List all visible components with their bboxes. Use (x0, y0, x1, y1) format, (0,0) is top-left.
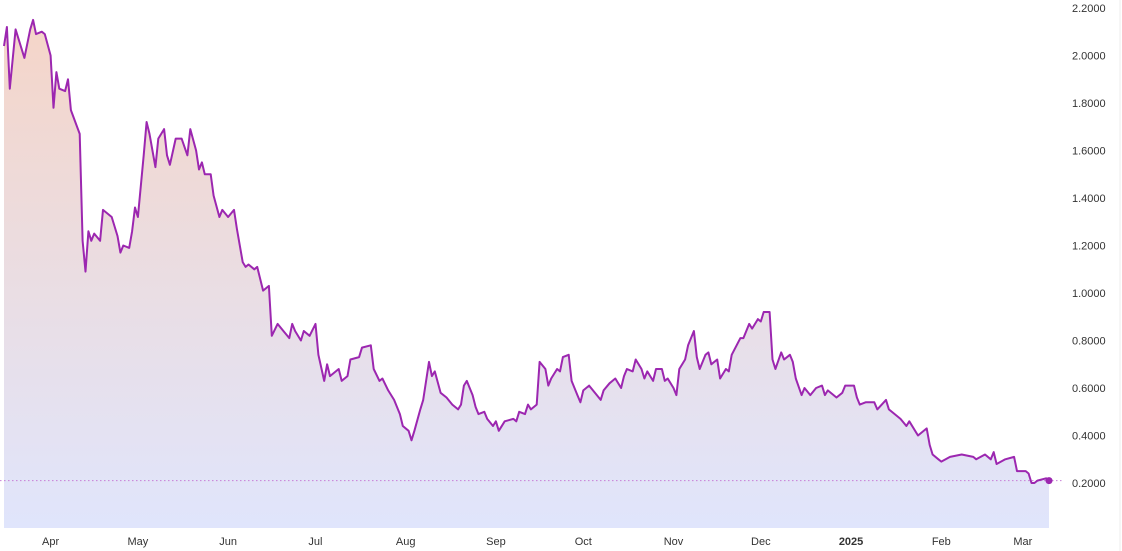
last-point-marker (1045, 477, 1053, 485)
x-tick-label: Mar (1013, 536, 1032, 548)
y-tick-label: 1.4000 (1072, 193, 1106, 205)
y-tick-label: 2.0000 (1072, 51, 1106, 63)
x-tick-label: Jul (308, 536, 322, 548)
x-tick-label: Aug (396, 536, 416, 548)
x-tick-label: Dec (751, 536, 771, 548)
y-tick-label: 0.8000 (1072, 336, 1106, 348)
x-tick-label: Oct (575, 536, 592, 548)
x-tick-label: Apr (42, 536, 59, 548)
x-tick-label: 2025 (839, 536, 863, 548)
y-tick-label: 2.2000 (1072, 3, 1106, 15)
y-tick-label: 0.2000 (1072, 478, 1106, 490)
x-tick-label: Jun (219, 536, 237, 548)
x-tick-label: May (128, 536, 149, 548)
price-line (3, 18, 1050, 484)
y-tick-label: 1.0000 (1072, 288, 1106, 300)
y-tick-label: 0.6000 (1072, 383, 1106, 395)
y-tick-label: 1.8000 (1072, 98, 1106, 110)
x-tick-label: Nov (664, 536, 684, 548)
x-axis: Apr May Jun Jul Aug Sep Oct Nov Dec 2025 Feb Mar (42, 536, 1033, 548)
x-tick-label: Feb (932, 536, 951, 548)
area-fill (4, 19, 1049, 529)
x-tick-label: Sep (486, 536, 506, 548)
y-tick-label: 1.2000 (1072, 241, 1106, 253)
y-tick-label: 0.4000 (1072, 431, 1106, 443)
y-axis: 0.2000 0.4000 0.6000 0.8000 1.0000 1.2000 1.40… (1072, 3, 1106, 490)
y-tick-label: 1.6000 (1072, 146, 1106, 158)
